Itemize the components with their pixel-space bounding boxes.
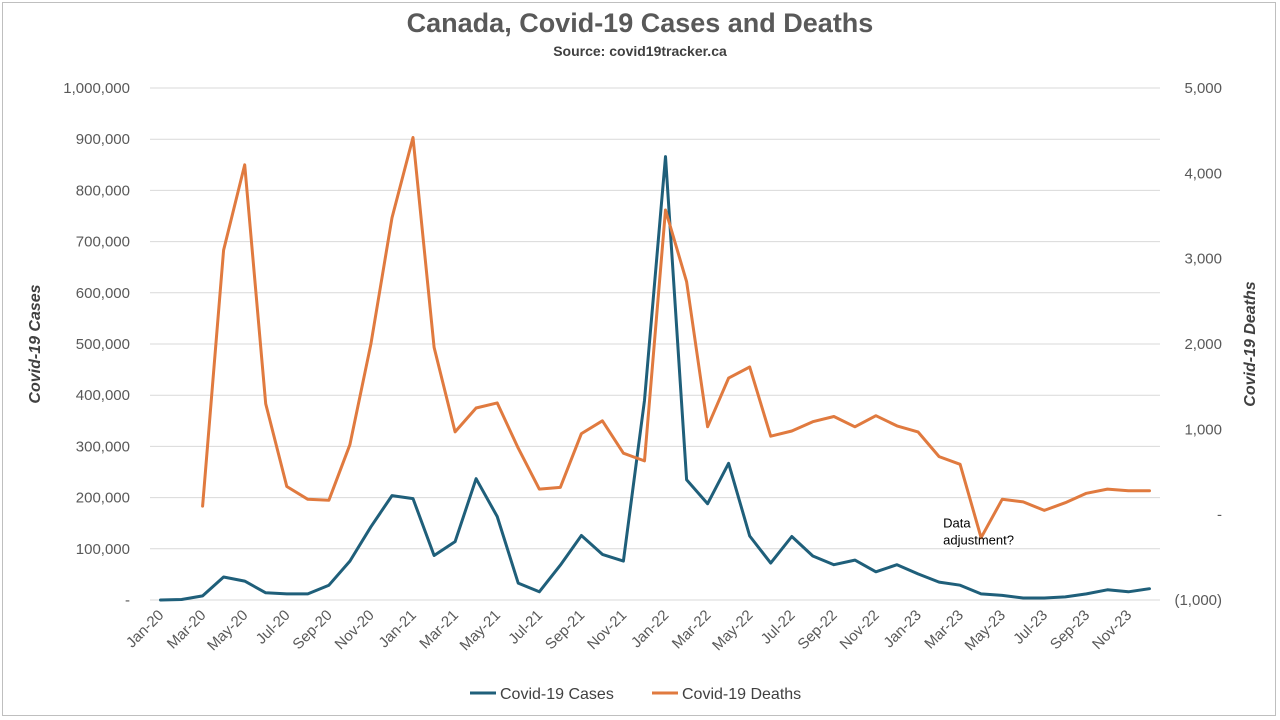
x-tick-label: May-22	[709, 607, 756, 654]
y-left-tick-label: 300,000	[76, 438, 130, 455]
y-left-tick-label: -	[125, 592, 130, 609]
chart-title: Canada, Covid-19 Cases and Deaths	[407, 8, 874, 38]
series-group	[159, 136, 1151, 602]
x-tick-label: Nov-23	[1089, 607, 1135, 653]
y-axis-left: - 100,000 200,000 300,000 400,000 500,000 600,…	[63, 80, 130, 609]
x-tick-label: Jul-21	[505, 607, 546, 648]
chart-subtitle: Source: covid19tracker.ca	[553, 43, 727, 59]
y-left-tick-label: 500,000	[76, 336, 130, 353]
legend-label: Covid-19 Deaths	[682, 686, 801, 703]
x-tick-label: Sep-22	[794, 607, 840, 653]
y-right-tick-label: 1,000	[1184, 421, 1222, 438]
y-left-tick-label: 1,000,000	[63, 80, 130, 97]
x-tick-label: Nov-22	[837, 607, 883, 653]
x-tick-label: May-20	[204, 607, 251, 654]
gridlines	[150, 87, 1160, 601]
y-axis-right-title: Covid-19 Deaths	[1242, 281, 1259, 406]
y-left-tick-label: 600,000	[76, 285, 130, 302]
y-right-tick-label: (1,000)	[1174, 592, 1222, 609]
x-tick-label: Sep-23	[1047, 607, 1093, 653]
y-left-tick-label: 700,000	[76, 234, 130, 251]
x-tick-label: Jul-22	[758, 607, 799, 648]
x-tick-label: Nov-21	[584, 607, 630, 653]
x-tick-label: May-21	[457, 607, 504, 654]
annotation-text: adjustment?	[943, 533, 1014, 548]
x-tick-label: Jul-20	[253, 607, 294, 648]
x-tick-label: Jul-23	[1010, 607, 1051, 648]
x-tick-label: Mar-22	[669, 607, 715, 653]
x-tick-label: Jan-22	[628, 607, 672, 651]
x-tick-label: Jan-21	[375, 607, 419, 651]
x-tick-label: May-23	[962, 607, 1009, 654]
annotations: Data adjustment?	[943, 516, 1014, 548]
y-left-tick-label: 900,000	[76, 131, 130, 148]
x-tick-label: Jan-20	[123, 607, 167, 651]
x-tick-label: Sep-21	[542, 607, 588, 653]
y-left-tick-label: 800,000	[76, 182, 130, 199]
x-tick-label: Nov-20	[332, 607, 378, 653]
legend: Covid-19 Cases Covid-19 Deaths	[470, 686, 801, 703]
y-axis-right: (1,000) - 1,000 2,000 3,000 4,000 5,000	[1174, 80, 1222, 609]
y-right-tick-label: 3,000	[1184, 251, 1222, 268]
y-right-tick-label: 4,000	[1184, 165, 1222, 182]
y-right-tick-label: 5,000	[1184, 80, 1222, 97]
y-right-tick-label: 2,000	[1184, 336, 1222, 353]
x-tick-label: Mar-20	[164, 607, 210, 653]
legend-label: Covid-19 Cases	[500, 686, 614, 703]
y-right-tick-label: -	[1217, 507, 1222, 524]
y-left-tick-label: 100,000	[76, 541, 130, 558]
series-line-deaths	[201, 136, 1151, 540]
y-left-tick-label: 400,000	[76, 387, 130, 404]
y-axis-left-title: Covid-19 Cases	[27, 284, 44, 403]
y-left-tick-label: 200,000	[76, 490, 130, 507]
x-tick-label: Mar-23	[921, 607, 967, 653]
series-line-cases	[159, 155, 1151, 602]
x-tick-label: Mar-21	[416, 607, 462, 653]
annotation-text: Data	[943, 516, 971, 531]
x-tick-label: Sep-20	[289, 607, 335, 653]
x-tick-label: Jan-23	[880, 607, 924, 651]
